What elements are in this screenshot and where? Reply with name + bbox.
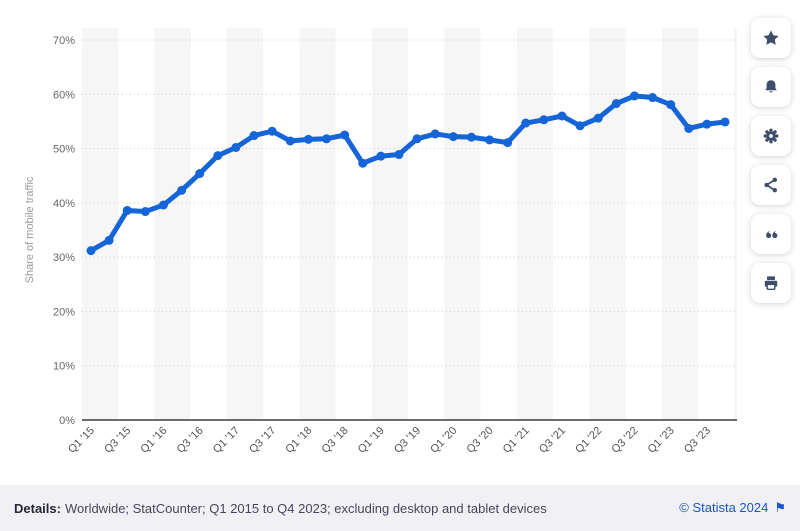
data-point[interactable]: [122, 205, 132, 215]
data-point[interactable]: [177, 185, 187, 195]
details-bar: Details: Worldwide; StatCounter; Q1 2015 …: [0, 485, 800, 531]
y-tick-label: 30%: [53, 252, 75, 264]
data-point[interactable]: [267, 126, 277, 136]
data-point[interactable]: [249, 131, 259, 141]
favorite-button[interactable]: [751, 18, 791, 58]
gear-icon: [763, 128, 779, 144]
data-point[interactable]: [539, 115, 549, 125]
alert-button[interactable]: [751, 67, 791, 107]
data-point[interactable]: [575, 121, 585, 131]
data-point[interactable]: [720, 117, 730, 127]
data-point[interactable]: [358, 158, 368, 168]
data-point[interactable]: [466, 132, 476, 142]
data-point[interactable]: [430, 129, 440, 139]
x-tick-label: Q3 '21: [537, 425, 568, 456]
details-text: Details: Worldwide; StatCounter; Q1 2015 …: [14, 500, 547, 516]
x-tick-label: Q1 '19: [356, 425, 387, 456]
data-point[interactable]: [412, 134, 422, 144]
data-point[interactable]: [485, 135, 495, 145]
printer-icon: [764, 276, 778, 290]
y-tick-label: 50%: [53, 144, 75, 156]
x-tick-label: Q3 '19: [392, 425, 423, 456]
data-point[interactable]: [321, 134, 331, 144]
plot-band: [299, 28, 336, 420]
data-point[interactable]: [303, 134, 313, 144]
data-point[interactable]: [86, 246, 96, 256]
data-point[interactable]: [158, 200, 168, 210]
x-tick-label: Q3 '23: [682, 425, 713, 456]
plot-band: [589, 28, 626, 420]
plot-band: [516, 28, 553, 420]
data-point[interactable]: [448, 132, 458, 142]
y-tick-label: 70%: [53, 35, 75, 47]
chart-area: 0% 10% 20% 30% 40% 50% 60% 70% Q1 '15 Q3 '15 Q1 '1…: [24, 28, 737, 456]
y-tick-label: 20%: [53, 306, 75, 318]
data-point[interactable]: [195, 169, 205, 179]
flag-icon: [768, 500, 786, 515]
quote-icon: [766, 230, 778, 239]
action-sidebar: [751, 18, 791, 303]
x-tick-label: Q1 '23: [646, 425, 677, 456]
statista-copyright-link[interactable]: © Statista 2024: [679, 500, 769, 515]
details-label: Details:: [14, 500, 61, 516]
data-point[interactable]: [503, 138, 513, 148]
x-tick-label: Q3 '17: [247, 425, 278, 456]
data-point[interactable]: [702, 119, 712, 129]
share-button[interactable]: [751, 165, 791, 205]
x-tick-label: Q1 '15: [66, 425, 97, 456]
settings-button[interactable]: [751, 116, 791, 156]
y-axis-title: Share of mobile traffic: [24, 176, 36, 283]
share-icon: [764, 177, 777, 193]
x-tick-label: Q3 '22: [609, 425, 640, 456]
x-tick-label: Q1 '17: [211, 425, 242, 456]
mobile-traffic-line-chart: 0%10%20%30%40%50%60%70%Q1 '15 Q3 '15 Q1 '1…: [24, 28, 737, 456]
plot-band: [371, 28, 409, 420]
data-point[interactable]: [213, 151, 223, 161]
plot-band: [661, 28, 698, 420]
data-point[interactable]: [285, 136, 295, 146]
x-tick-label: Q1 '18: [283, 425, 314, 456]
y-tick-label: 60%: [53, 89, 75, 101]
x-tick-label: Q1 '20: [428, 425, 459, 456]
cite-button[interactable]: [751, 214, 791, 254]
plot-band: [154, 28, 191, 420]
data-point[interactable]: [629, 91, 639, 101]
x-tick-label: Q3 '15: [102, 425, 133, 456]
x-tick-label: Q1 '16: [138, 425, 169, 456]
y-tick-label: 0%: [59, 415, 75, 427]
plot-band: [444, 28, 481, 420]
y-tick-label: 40%: [53, 198, 75, 210]
x-tick-label: Q3 '16: [175, 425, 206, 456]
data-point[interactable]: [394, 150, 404, 160]
data-point[interactable]: [611, 99, 621, 109]
plot-band: [734, 28, 737, 420]
y-tick-label: 10%: [53, 361, 75, 373]
x-tick-label: Q3 '20: [464, 425, 495, 456]
print-button[interactable]: [751, 263, 791, 303]
x-tick-label: Q1 '21: [501, 425, 532, 456]
x-tick-label: Q1 '22: [573, 425, 604, 456]
data-point[interactable]: [557, 111, 567, 121]
data-point[interactable]: [104, 235, 114, 245]
data-point[interactable]: [376, 151, 386, 161]
data-point[interactable]: [666, 100, 676, 110]
data-point[interactable]: [684, 123, 694, 133]
data-point[interactable]: [593, 113, 603, 123]
data-point[interactable]: [231, 142, 241, 152]
x-tick-label: Q3 '18: [320, 425, 351, 456]
plot-band: [82, 28, 119, 420]
plot-band: [226, 28, 264, 420]
data-point[interactable]: [140, 207, 150, 217]
bell-icon: [765, 80, 777, 93]
star-icon: [763, 30, 779, 45]
data-point[interactable]: [340, 130, 350, 140]
data-point[interactable]: [648, 93, 658, 103]
data-point[interactable]: [521, 118, 531, 128]
